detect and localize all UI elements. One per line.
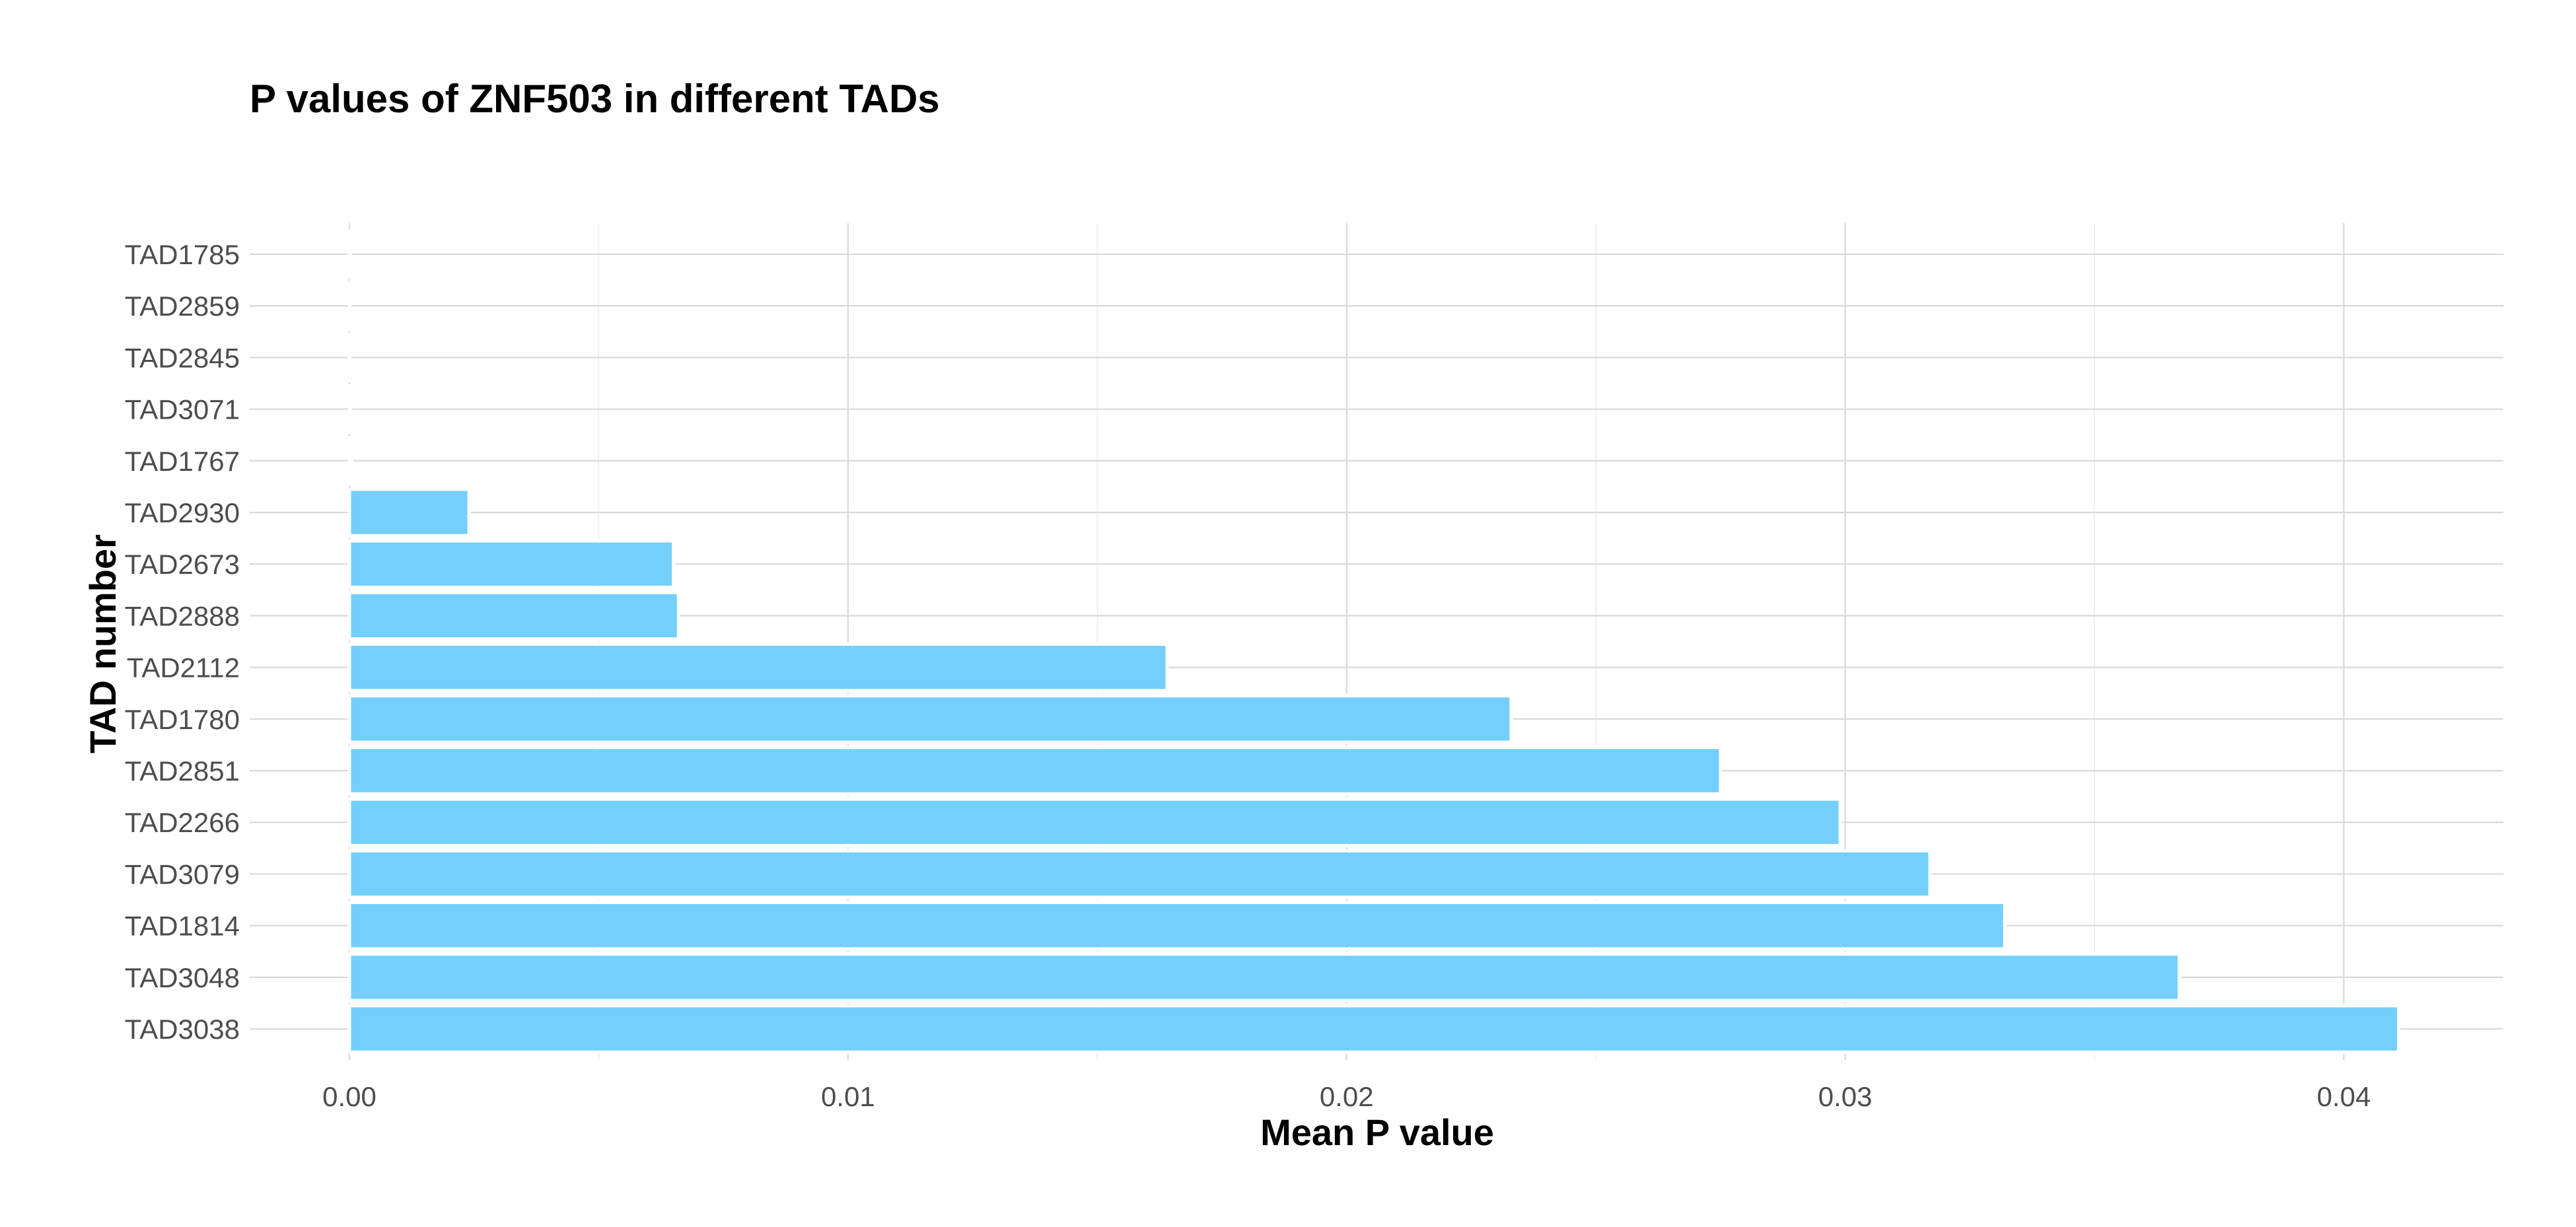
bar-tad3048 (347, 952, 2181, 1002)
x-tick-label: 0.01 (821, 1081, 875, 1112)
bar-tad2851 (347, 746, 1723, 796)
bar-tad3071 (347, 384, 352, 435)
bar-tad2845 (347, 332, 352, 383)
y-tick-label: TAD1767 (125, 446, 240, 477)
bar-tad3079 (347, 849, 1932, 899)
bar-tad2930 (347, 487, 471, 538)
bar-tad1785 (347, 229, 351, 279)
y-tick-label: TAD3071 (125, 394, 240, 425)
y-tick-label: TAD3048 (125, 962, 240, 993)
bar-tad1780 (347, 694, 1513, 744)
y-tick-label: TAD3079 (125, 859, 240, 890)
x-tick-label: 0.00 (322, 1081, 376, 1112)
chart-title: P values of ZNF503 in different TADs (250, 77, 940, 121)
bar-tad2112 (347, 642, 1169, 693)
bar-tad2888 (347, 590, 680, 641)
y-tick-label: TAD2266 (125, 807, 240, 838)
y-tick-label: TAD3038 (125, 1014, 240, 1045)
bar-tad1814 (347, 900, 2007, 951)
y-tick-labels: TAD3038 TAD3048 TAD1814 TAD3079 TAD2266 TAD28… (125, 239, 240, 1045)
y-tick-label: TAD1785 (125, 239, 240, 270)
y-tick-label: TAD2112 (127, 652, 240, 684)
y-tick-label: TAD1814 (125, 911, 240, 942)
x-tick-label: 0.03 (1818, 1081, 1873, 1112)
y-tick-label: TAD1780 (125, 704, 240, 735)
bars (347, 229, 2400, 1054)
bar-tad2859 (347, 281, 351, 331)
y-tick-label: TAD2888 (125, 600, 240, 631)
x-tick-label: 0.04 (2317, 1081, 2371, 1112)
bar-tad1767 (347, 436, 354, 486)
bar-tad2673 (347, 539, 676, 589)
y-tick-label: TAD2859 (125, 291, 240, 322)
y-tick-label: TAD2851 (125, 755, 240, 787)
x-tick-label: 0.02 (1320, 1081, 1374, 1112)
y-tick-label: TAD2673 (125, 549, 240, 580)
y-axis-title: TAD number (82, 534, 124, 754)
bar-tad3038 (347, 1004, 2400, 1054)
x-tick-labels: 0.00 0.01 0.02 0.03 0.04 (322, 1081, 2371, 1112)
y-tick-label: TAD2845 (125, 342, 240, 373)
x-axis-title: Mean P value (1260, 1111, 1494, 1153)
y-tick-label: TAD2930 (125, 497, 240, 528)
bar-tad2266 (347, 797, 1842, 847)
